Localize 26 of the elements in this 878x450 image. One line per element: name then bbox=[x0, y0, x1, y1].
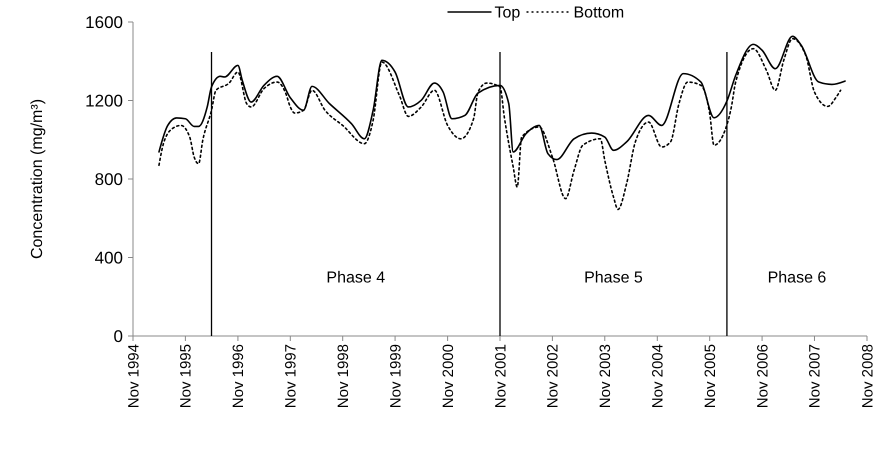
x-tick-label: Nov 2008 bbox=[859, 344, 876, 408]
y-tick-label: 400 bbox=[94, 248, 123, 268]
x-tick-label: Nov 1997 bbox=[282, 344, 300, 408]
x-tick-label: Nov 2007 bbox=[806, 344, 824, 408]
x-tick-label: Nov 2000 bbox=[440, 344, 457, 408]
annotation: Phase 5 bbox=[584, 270, 643, 287]
annotation: Phase 6 bbox=[768, 270, 826, 287]
y-tick-label: 800 bbox=[94, 170, 123, 189]
x-tick-label: Nov 1998 bbox=[334, 344, 352, 408]
annotation: Phase 4 bbox=[326, 270, 386, 287]
x-tick-label: Nov 2002 bbox=[544, 344, 562, 408]
x-tick-label: Nov 2001 bbox=[492, 344, 510, 408]
x-tick-label: Nov 2003 bbox=[597, 344, 614, 408]
legend-label: Top bbox=[494, 4, 520, 22]
legend-label: Bottom bbox=[574, 4, 624, 22]
x-tick-label: Nov 1999 bbox=[387, 344, 404, 408]
x-tick-label: Nov 2006 bbox=[754, 344, 772, 408]
y-axis-title: Concentration (mg/m³) bbox=[29, 98, 46, 260]
x-tick-label: Nov 1995 bbox=[178, 344, 195, 408]
x-tick-label: Nov 1996 bbox=[230, 344, 248, 408]
x-tick-label: Nov 2004 bbox=[650, 344, 667, 408]
y-tick-label: 1200 bbox=[85, 91, 123, 110]
y-tick-label: 1600 bbox=[85, 12, 123, 32]
x-tick-label: Nov 1994 bbox=[125, 344, 142, 408]
y-tick-label: 0 bbox=[114, 326, 123, 346]
x-tick-label: Nov 2005 bbox=[702, 344, 719, 408]
